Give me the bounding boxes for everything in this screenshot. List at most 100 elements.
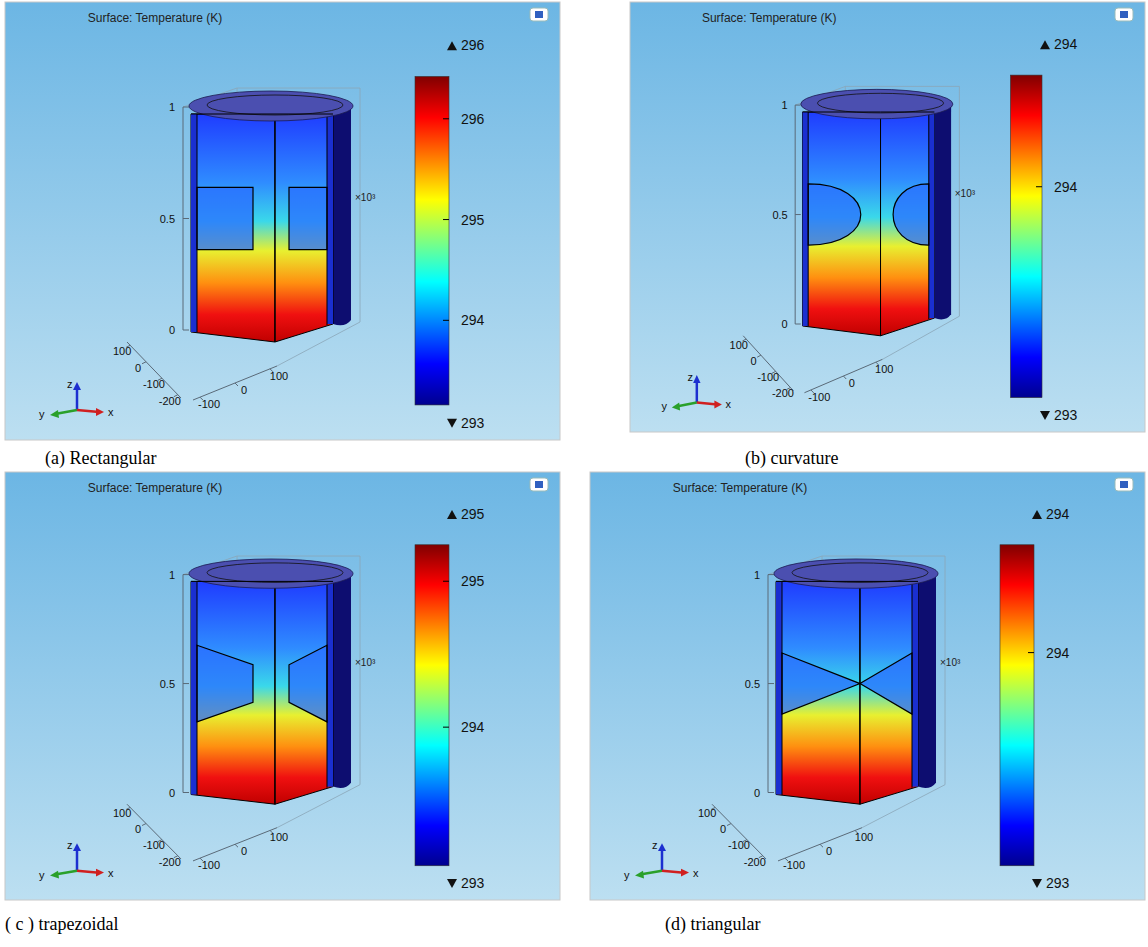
y-axis xyxy=(127,804,181,859)
z-tick-label: 1 xyxy=(169,101,175,113)
neck xyxy=(860,653,912,714)
colorbar xyxy=(1000,545,1034,866)
colorbar xyxy=(1010,75,1042,398)
colorbar-tick xyxy=(443,118,449,119)
triad-label: z xyxy=(67,839,73,851)
triad-x-head xyxy=(681,869,689,877)
wall-left xyxy=(191,114,197,332)
neck xyxy=(197,645,253,722)
wall-left xyxy=(191,581,197,794)
triad-label: x xyxy=(108,867,114,879)
z-tick xyxy=(768,683,774,684)
cylinder-top-inner xyxy=(792,563,928,583)
panel-title: Surface: Temperature (K) xyxy=(88,481,223,495)
neck xyxy=(289,187,327,249)
icon xyxy=(1115,478,1133,491)
colorbar-tick xyxy=(1028,652,1034,653)
y-tick-label: -100 xyxy=(143,378,165,390)
z-tick-label: 0.5 xyxy=(772,209,787,221)
cylinder-side xyxy=(918,574,936,788)
triad-x xyxy=(697,403,717,405)
y-tick-label: -200 xyxy=(159,395,181,407)
inner-boundary xyxy=(928,112,929,319)
icon xyxy=(530,8,548,21)
panel-content xyxy=(635,556,945,879)
triad-x xyxy=(77,871,99,873)
triad-label: y xyxy=(662,400,668,412)
triad-z-head xyxy=(73,382,81,390)
z-tick xyxy=(183,683,189,684)
neck xyxy=(808,184,861,245)
triad-label: y xyxy=(624,869,630,881)
min-label: 293 xyxy=(461,875,485,891)
cut-face-left xyxy=(191,581,275,804)
triad-x-head xyxy=(96,869,104,877)
z-tick-label: 0 xyxy=(169,324,175,336)
triad-label: x xyxy=(726,398,732,410)
y-tick-label: 100 xyxy=(113,807,131,819)
triad-label: z xyxy=(652,839,658,851)
z-tick xyxy=(183,107,189,108)
top-edge xyxy=(803,112,935,113)
y-tick-label: 0 xyxy=(135,823,141,835)
icon xyxy=(530,478,548,491)
z-tick-label: 0 xyxy=(169,787,175,799)
min-marker xyxy=(447,879,457,888)
inner-boundary xyxy=(197,581,198,795)
cylinder-top xyxy=(774,559,938,588)
icon-inner xyxy=(1120,481,1128,488)
icon-inner xyxy=(1120,11,1128,18)
y-tick-label: 100 xyxy=(730,339,748,351)
y-tick xyxy=(727,824,731,826)
inner-boundary xyxy=(327,114,328,325)
x-tick-label: 0 xyxy=(241,384,247,396)
y-tick-label: 0 xyxy=(720,823,726,835)
cut-face-left xyxy=(803,112,881,336)
cylinder-side xyxy=(333,574,351,788)
top-edge xyxy=(191,581,333,582)
triad-label: z xyxy=(67,378,73,390)
max-label: 295 xyxy=(461,506,485,522)
triad-label: y xyxy=(39,408,45,420)
triad-z-head xyxy=(693,375,700,383)
wall-left xyxy=(803,112,809,326)
icon xyxy=(1115,8,1133,21)
y-tick-label: -200 xyxy=(159,856,181,868)
triad-label: x xyxy=(693,867,699,879)
colorbar-tick xyxy=(443,727,449,728)
inner-boundary xyxy=(327,581,328,787)
triad-label: x xyxy=(108,406,114,418)
y-tick-label: 100 xyxy=(698,807,716,819)
max-marker xyxy=(447,510,457,519)
x-tick-label: -100 xyxy=(198,859,220,871)
y-tick-label: 0 xyxy=(135,362,141,374)
caption: (a) Rectangular xyxy=(45,448,156,469)
colorbar-tick xyxy=(1036,186,1042,187)
cut-face-right xyxy=(881,112,935,336)
max-label: 296 xyxy=(461,37,485,53)
panel-background xyxy=(5,472,560,900)
inner-boundary xyxy=(782,581,783,795)
z-tick-label: 0 xyxy=(754,787,760,799)
y-tick-label: -200 xyxy=(772,387,794,399)
annotation: ×10³ xyxy=(940,657,961,668)
icon-inner xyxy=(535,481,543,488)
x-tick-label: 100 xyxy=(875,363,893,375)
z-tick xyxy=(795,324,801,325)
neck xyxy=(197,187,253,249)
panel: Surface: Temperature (K)00.511000-100-20… xyxy=(5,2,560,440)
max-marker xyxy=(447,41,457,50)
min-label: 293 xyxy=(461,415,485,431)
z-tick xyxy=(183,792,189,793)
colorbar-tick-label: 294 xyxy=(1046,645,1070,661)
cut-face-left xyxy=(776,581,860,804)
panel: Surface: Temperature (K)00.511000-100-20… xyxy=(590,472,1145,900)
triad-label: z xyxy=(688,371,694,383)
z-tick xyxy=(183,218,189,219)
x-tick-label: 100 xyxy=(270,831,288,843)
panel-background xyxy=(630,2,1145,432)
max-marker xyxy=(1032,510,1042,519)
x-tick-label: -100 xyxy=(783,859,805,871)
triad-x xyxy=(77,410,99,412)
y-axis xyxy=(127,342,181,398)
